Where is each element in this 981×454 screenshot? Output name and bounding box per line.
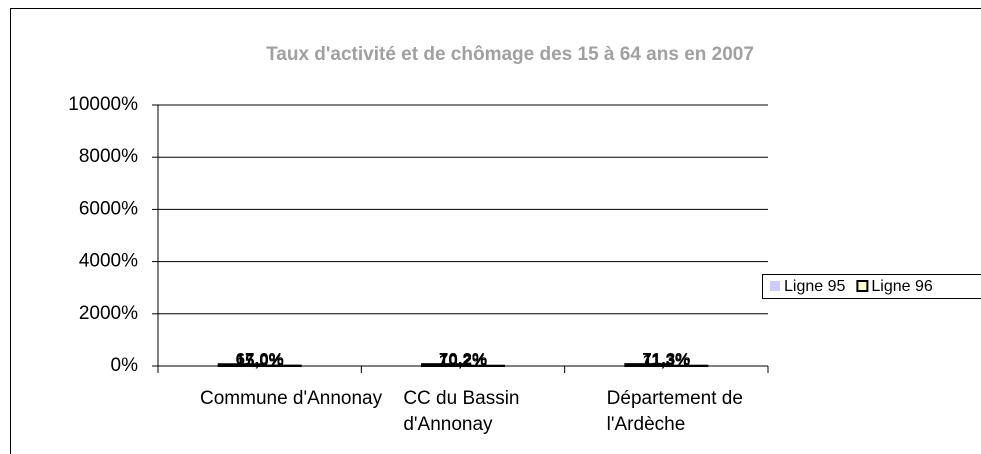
legend-swatch [770, 281, 780, 291]
data-label: 67,0% [236, 350, 284, 369]
legend-box [762, 274, 981, 299]
data-label: 71,3% [642, 350, 690, 369]
data-label: 70,2% [439, 350, 487, 369]
x-tick-label: Commune d'Annonay [200, 388, 383, 409]
chart-title: Taux d'activité et de chômage des 15 à 6… [266, 44, 754, 65]
data-label: 10,2% [439, 351, 487, 370]
y-tick-label: 6000% [79, 198, 138, 219]
y-tick-label: 2000% [79, 303, 138, 324]
y-tick-label: 0% [111, 355, 139, 376]
y-tick-label: 8000% [79, 146, 138, 167]
data-label: 15,0% [236, 351, 284, 370]
legend-label: Ligne 96 [871, 278, 932, 295]
y-tick-label: 4000% [79, 251, 138, 272]
chart-frame [10, 8, 981, 454]
x-tick-label: Département de l'Ardèche [606, 388, 743, 435]
legend-label: Ligne 95 [784, 278, 845, 295]
y-tick-label: 10000% [68, 94, 138, 115]
data-label: 11,3% [643, 351, 690, 370]
x-tick-label: CC du Bassin d'Annonay [403, 388, 520, 435]
legend-swatch [856, 280, 869, 292]
